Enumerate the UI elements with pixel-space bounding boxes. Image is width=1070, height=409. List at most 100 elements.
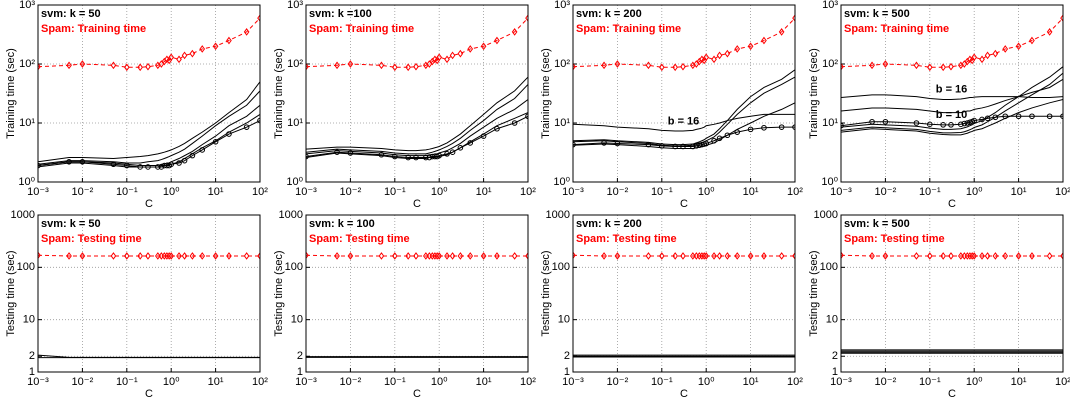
marker	[940, 122, 946, 128]
x-tick-label: 10¹	[743, 186, 759, 198]
marker	[711, 55, 717, 64]
marker	[199, 45, 206, 53]
marker	[413, 154, 419, 161]
marker	[703, 252, 710, 260]
y-axis-label: Testing time (sec)	[5, 250, 17, 336]
series-line	[38, 113, 260, 168]
series-line	[841, 94, 1063, 101]
marker	[226, 252, 232, 260]
marker	[405, 154, 411, 161]
y-axis-label: Testing time (sec)	[808, 250, 820, 336]
marker	[405, 252, 411, 260]
marker	[511, 120, 518, 126]
marker	[413, 252, 419, 260]
x-tick-label: 10⁻²	[607, 376, 629, 388]
x-tick-label: 10⁻³	[562, 376, 584, 388]
x-tick-label: 10⁻¹	[116, 186, 138, 198]
y-axis-label: Training time (sec)	[5, 48, 17, 139]
line-label: b = 16	[668, 115, 700, 127]
series-line	[841, 72, 1063, 134]
marker	[1046, 28, 1053, 36]
marker	[601, 140, 607, 146]
marker	[658, 63, 665, 72]
marker	[457, 49, 464, 58]
marker	[967, 252, 973, 260]
marker	[110, 61, 117, 70]
marker	[1029, 113, 1035, 120]
plot-area	[38, 251, 260, 359]
marker	[711, 252, 717, 260]
x-tick-label: 10⁻¹	[651, 376, 673, 388]
series-line	[573, 76, 795, 147]
x-tick-label: 10¹	[743, 376, 759, 388]
y-tick-label: 2	[29, 350, 35, 362]
y-tick-label: 10¹	[554, 117, 570, 129]
marker	[984, 252, 991, 260]
marker	[701, 252, 707, 260]
marker	[680, 252, 686, 260]
x-axis-label: C	[948, 198, 956, 210]
marker	[601, 252, 607, 260]
plot-area: b = 16	[573, 14, 795, 150]
marker	[747, 126, 754, 133]
y-tick-label: 1	[297, 366, 303, 378]
marker	[927, 121, 933, 128]
series-label: Spam: Training time	[576, 23, 681, 35]
x-tick-label: 10⁻³	[295, 376, 317, 388]
series-line	[841, 99, 1063, 136]
marker	[971, 117, 978, 124]
marker	[761, 36, 767, 45]
marker	[778, 28, 785, 36]
y-tick-label: 10	[291, 314, 303, 326]
y-tick-label: 1	[832, 366, 838, 378]
y-tick-label: 10²	[287, 58, 303, 70]
x-tick-label: 10⁻³	[295, 186, 317, 198]
marker	[66, 61, 72, 70]
x-tick-label: 10⁻¹	[116, 376, 138, 388]
series-label: Spam: Testing time	[309, 233, 410, 245]
marker	[716, 252, 723, 260]
marker	[168, 252, 175, 260]
axes-frame	[840, 4, 1064, 183]
marker	[734, 252, 741, 260]
marker	[869, 61, 875, 70]
marker	[716, 51, 723, 60]
marker	[66, 252, 72, 260]
y-tick-label: 10³	[287, 0, 303, 11]
marker	[166, 252, 172, 260]
x-axis-label: C	[413, 198, 421, 210]
marker	[444, 252, 450, 260]
marker	[334, 252, 340, 260]
marker	[392, 153, 398, 160]
series-label: Spam: Testing time	[576, 233, 677, 245]
marker	[971, 53, 978, 62]
axes-frame	[572, 214, 796, 373]
x-tick-label: 10⁻²	[875, 376, 897, 388]
marker	[494, 252, 500, 260]
line-label: b = 10	[936, 109, 968, 121]
x-tick-label: 10⁰	[966, 186, 983, 198]
x-tick-label: 10²	[252, 186, 268, 198]
marker	[724, 252, 731, 260]
y-tick-label: 100	[820, 261, 838, 273]
y-tick-label: 1000	[546, 209, 570, 221]
x-tick-label: 10⁻³	[562, 186, 584, 198]
marker	[494, 36, 500, 45]
marker	[436, 53, 443, 62]
marker	[181, 252, 188, 260]
marker	[964, 120, 971, 126]
marker	[913, 252, 920, 260]
marker	[480, 252, 487, 260]
y-tick-label: 100	[17, 261, 35, 273]
marker	[792, 252, 795, 260]
y-tick-label: 2	[297, 350, 303, 362]
marker	[137, 252, 143, 260]
marker	[391, 63, 398, 72]
marker	[467, 45, 474, 53]
chart-title: svm: k =100	[309, 8, 372, 20]
subplot: 10⁻³ 10⁻² 10⁻¹ 10⁰ 10¹ 10² 1 2 10 100 1000 svm: k =…	[5, 209, 268, 400]
marker	[992, 114, 999, 121]
marker	[467, 252, 474, 260]
x-tick-label: 10²	[787, 376, 803, 388]
marker	[432, 252, 438, 260]
